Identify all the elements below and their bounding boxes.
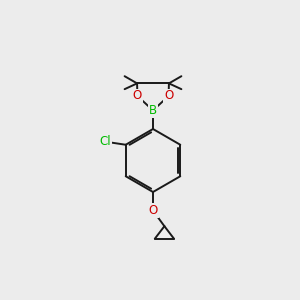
Text: B: B bbox=[149, 104, 157, 117]
Text: O: O bbox=[164, 89, 173, 103]
Text: O: O bbox=[133, 89, 142, 103]
Text: Cl: Cl bbox=[99, 136, 111, 148]
Text: O: O bbox=[148, 204, 158, 217]
